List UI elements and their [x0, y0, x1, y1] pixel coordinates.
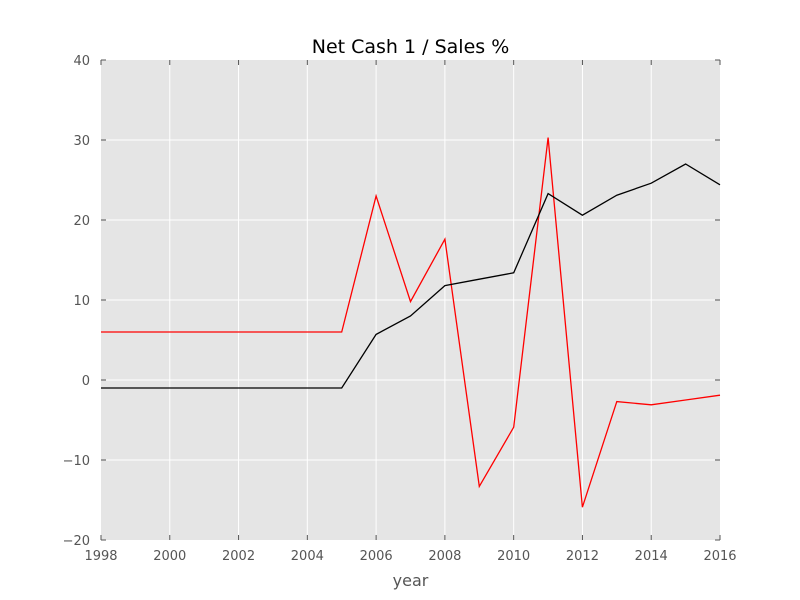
x-tick-label: 1998 [84, 549, 117, 564]
series-layer [101, 137, 721, 508]
y-tick-label: 30 [73, 134, 90, 149]
y-tick-label: 20 [73, 214, 90, 229]
axis-ticks [100, 59, 721, 541]
x-tick-label: 2004 [291, 549, 324, 564]
x-tick-label: 2016 [703, 549, 736, 564]
x-tick-label: 2010 [497, 549, 530, 564]
x-tick-label: 2006 [360, 549, 393, 564]
y-tick-label: −20 [63, 534, 90, 549]
x-tick-label: 2000 [153, 549, 186, 564]
tick-labels: 1998 2000 2002 2004 2006 2008 2010 2012 2014 2016… [63, 54, 737, 564]
x-tick-label: 2002 [222, 549, 255, 564]
y-tick-label: 40 [73, 54, 90, 69]
y-tick-label: 0 [82, 374, 90, 389]
series-line-1 [101, 137, 721, 508]
y-tick-label: −10 [63, 454, 90, 469]
x-axis-label: year [393, 571, 429, 590]
y-tick-label: 10 [73, 294, 90, 309]
series-line-2 [101, 163, 721, 389]
x-tick-label: 2008 [428, 549, 461, 564]
chart-title: Net Cash 1 / Sales % [312, 36, 510, 58]
x-tick-label: 2014 [635, 549, 668, 564]
x-tick-label: 2012 [566, 549, 599, 564]
